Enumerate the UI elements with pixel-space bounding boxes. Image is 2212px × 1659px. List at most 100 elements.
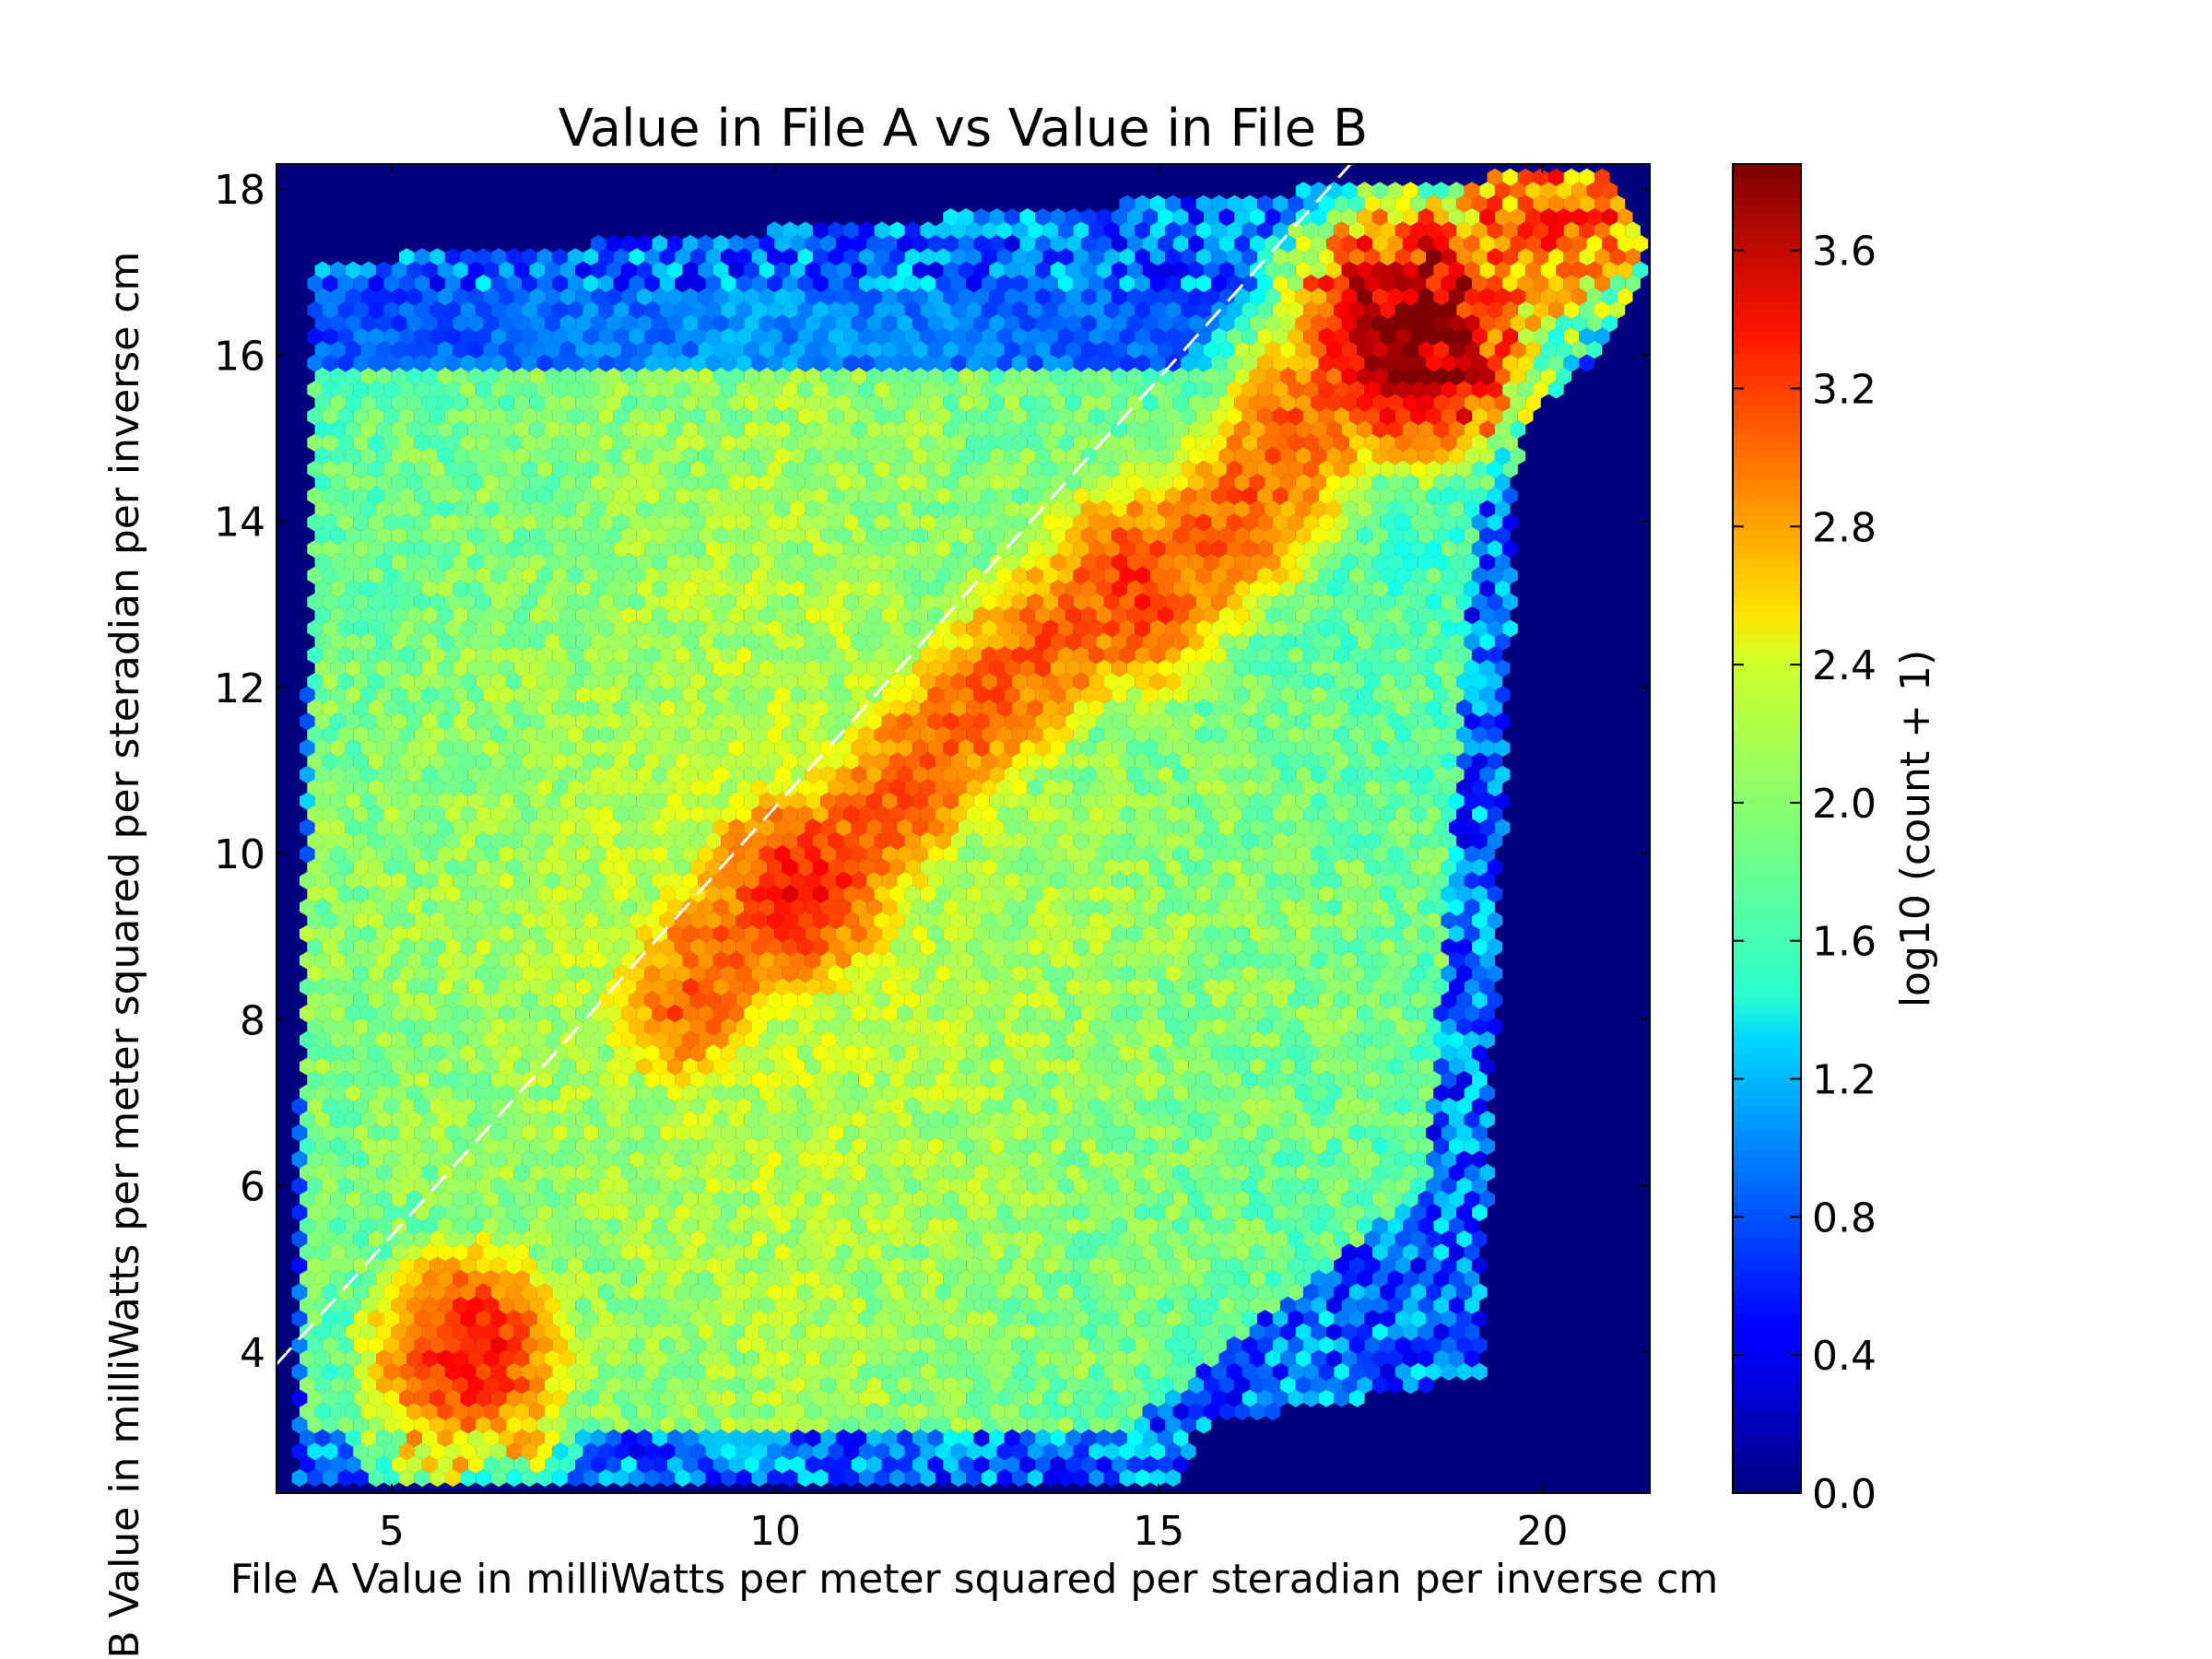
hexbin-cell	[1563, 194, 1580, 213]
hexbin-cell	[751, 300, 768, 319]
hexbin-cell	[536, 248, 553, 266]
hexbin-cell	[1318, 248, 1335, 266]
hexbin-cell	[797, 221, 814, 240]
hexbin-cell	[782, 248, 798, 266]
hexbin-cell	[1448, 261, 1465, 279]
hexbin-cell	[1456, 275, 1472, 293]
hexbin-cell	[376, 261, 392, 279]
hexbin-cell	[759, 234, 775, 253]
hexbin-cell	[1410, 221, 1427, 240]
hexbin-cell	[1257, 194, 1273, 213]
hexbin-cell	[1594, 194, 1610, 213]
hexbin-cell	[698, 288, 713, 306]
hexbin-cell	[1357, 234, 1372, 253]
hexbin-cell	[1602, 208, 1618, 227]
hexbin-cell	[1073, 221, 1089, 240]
hexbin-cell	[1364, 248, 1381, 266]
hexbin-cell	[330, 261, 346, 279]
hexbin-cell	[590, 261, 606, 279]
hexbin-cell	[666, 261, 683, 279]
hexbin-cell	[490, 248, 507, 266]
hexbin-cell	[1609, 194, 1626, 213]
hexbin-cell	[721, 248, 736, 266]
hexbin-cell	[1364, 194, 1381, 213]
hexbin-cell	[391, 261, 407, 279]
hexbin-cell	[652, 288, 668, 306]
hexbin-cell	[1341, 234, 1358, 253]
hexbin-cell	[552, 300, 568, 319]
hexbin-cell	[1371, 261, 1388, 279]
hexbin-cell	[973, 208, 990, 227]
hexbin-cell	[1426, 221, 1441, 240]
hexbin-cell	[812, 248, 829, 266]
hexbin-cell	[398, 275, 415, 293]
hexbin-cell	[1226, 194, 1242, 213]
hexbin-cell	[322, 275, 338, 293]
hexbin-cell	[659, 300, 676, 319]
hexbin-cell	[1502, 248, 1518, 266]
hexbin-cell	[1057, 300, 1074, 319]
hexbin-cell	[1295, 261, 1312, 279]
hexbin-cell	[1126, 234, 1143, 253]
hexbin-cell	[1502, 221, 1518, 240]
hexbin-cell	[1441, 275, 1457, 293]
hexbin-cell	[506, 248, 523, 266]
hexbin-cell	[1609, 300, 1626, 319]
hexbin-cell	[1158, 288, 1173, 306]
hexbin-cell	[1234, 261, 1250, 279]
hexbin-cell	[1371, 234, 1388, 253]
hexbin-cell	[689, 300, 706, 319]
hexbin-cell	[1426, 248, 1441, 266]
hexbin-cell	[1280, 208, 1296, 227]
hexbin-cell	[1602, 261, 1618, 279]
hexbin-cell	[1364, 221, 1381, 240]
hexbin-cell	[912, 288, 928, 306]
hexbin-cell	[1380, 300, 1395, 319]
hexbin-cell	[1180, 221, 1196, 240]
hexbin-cell	[1448, 234, 1465, 253]
hexbin-cell	[1288, 194, 1304, 213]
hexbin-cell	[767, 248, 782, 266]
hexbin-cell	[1394, 194, 1411, 213]
hexbin-cell	[1172, 288, 1189, 306]
hexbin-cell	[889, 300, 905, 319]
hexbin-cell	[1348, 300, 1365, 319]
hexbin-cell	[828, 248, 844, 266]
hexbin-cell	[499, 288, 514, 306]
hexbin-cell	[1027, 275, 1043, 293]
hexbin-cell	[1357, 182, 1372, 200]
hexbin-cell	[1410, 300, 1427, 319]
hexbin-cell	[675, 275, 690, 293]
hexbin-cell	[950, 275, 967, 293]
hexbin-cell	[1203, 234, 1219, 253]
hexbin-cell	[828, 275, 844, 293]
hexbin-cell	[460, 275, 477, 293]
hexbin-cell	[613, 275, 629, 293]
hexbin-cell	[1012, 221, 1028, 240]
hexbin-cell	[1218, 234, 1235, 253]
hexbin-cell	[1602, 234, 1618, 253]
hexbin-cell	[1265, 288, 1281, 306]
hexbin-cell	[782, 275, 798, 293]
hexbin-cell	[559, 261, 576, 279]
hexbin-cell	[1080, 234, 1097, 253]
hexbin-cell	[644, 300, 660, 319]
hexbin-cell	[943, 234, 959, 253]
hexbin-cell	[1456, 248, 1472, 266]
hexbin-cell	[490, 300, 507, 319]
hexbin-cell	[1571, 261, 1587, 279]
hexbin-cell	[1188, 288, 1205, 306]
hexbin-cell	[1479, 208, 1495, 227]
hexbin-cell	[858, 248, 875, 266]
hexbin-cell	[1403, 182, 1418, 200]
hexbin-cell	[996, 275, 1013, 293]
hexbin-cell	[1510, 208, 1526, 227]
hexbin-cell	[981, 248, 997, 266]
hexbin-cell	[1403, 261, 1418, 279]
hexbin-cell	[1471, 275, 1488, 293]
hexbin-cell	[789, 261, 806, 279]
hexbin-cell	[774, 261, 791, 279]
hexbin-cell	[1418, 288, 1434, 306]
hexbin-cell	[835, 234, 852, 253]
hexbin-cell	[1265, 208, 1281, 227]
